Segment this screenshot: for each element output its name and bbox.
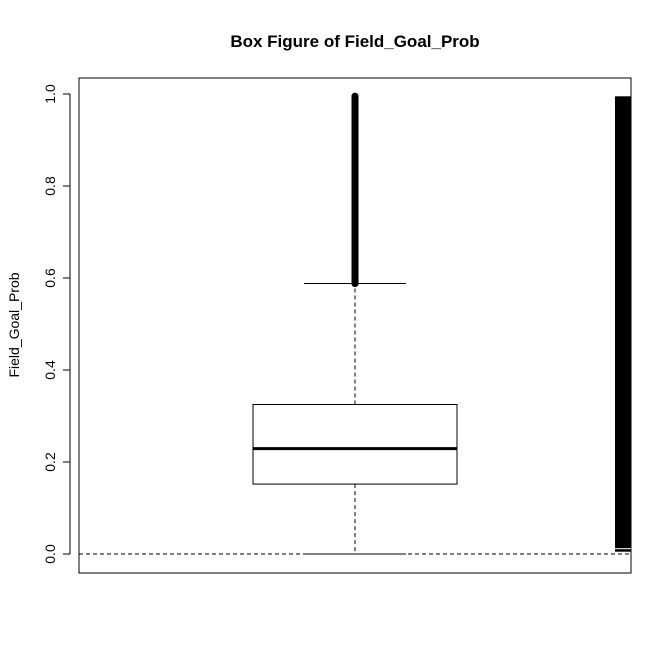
y-tick-label: 0.6 [42, 268, 58, 288]
outlier-point-low [351, 280, 359, 288]
y-tick-label: 1.0 [42, 84, 58, 104]
y-axis: 0.0 0.2 0.4 0.6 0.8 1.0 [42, 84, 71, 564]
y-tick-label: 0.8 [42, 176, 58, 196]
y-tick-label: 0.2 [42, 452, 58, 472]
y-tick-label: 0.4 [42, 360, 58, 380]
plot-marks [79, 92, 631, 555]
y-axis-label: Field_Goal_Prob [6, 272, 22, 377]
outlier-point-high [351, 92, 359, 100]
rug-band [615, 96, 631, 552]
iqr-box [252, 404, 458, 485]
chart-title: Box Figure of Field_Goal_Prob [230, 32, 479, 51]
y-tick-label: 0.0 [42, 544, 58, 564]
